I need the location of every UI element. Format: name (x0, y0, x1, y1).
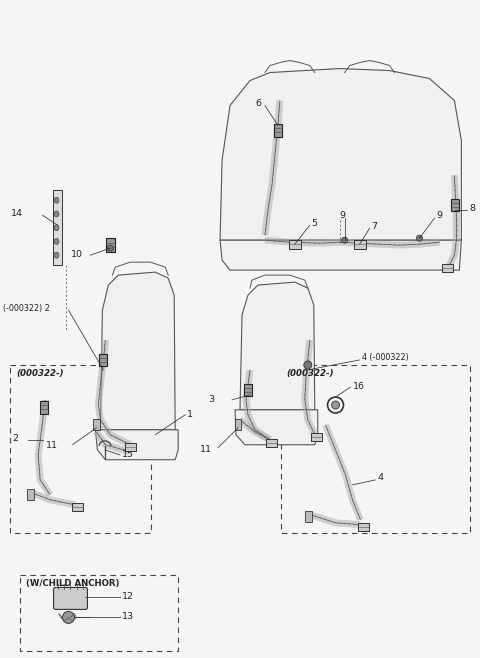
Text: 14: 14 (11, 209, 23, 218)
Bar (72, 503, 83, 511)
Bar (274, 124, 282, 137)
Text: 4: 4 (377, 473, 384, 482)
Bar (305, 511, 312, 522)
Bar (106, 238, 115, 252)
Bar (125, 443, 136, 451)
Text: 11: 11 (46, 442, 58, 450)
Bar (27, 490, 34, 500)
Ellipse shape (54, 211, 59, 217)
Text: 4 (-000322): 4 (-000322) (361, 353, 408, 363)
Bar (93, 419, 100, 430)
Circle shape (417, 235, 422, 241)
Circle shape (342, 237, 348, 243)
Text: (W/CHILD ANCHOR): (W/CHILD ANCHOR) (26, 579, 119, 588)
Bar (451, 199, 459, 211)
Bar (442, 264, 453, 272)
Text: 9: 9 (436, 211, 443, 220)
Bar (358, 522, 369, 531)
Text: 3: 3 (208, 395, 214, 405)
Text: 11: 11 (200, 445, 212, 454)
Text: 9: 9 (340, 211, 346, 220)
Text: 15: 15 (122, 451, 134, 459)
Circle shape (62, 611, 74, 623)
Bar (289, 240, 301, 249)
Text: 1: 1 (187, 411, 193, 419)
Polygon shape (96, 430, 178, 460)
Text: 6: 6 (255, 99, 261, 108)
Ellipse shape (54, 197, 59, 203)
Bar (266, 439, 277, 447)
Bar (20, 575, 178, 651)
Polygon shape (100, 272, 175, 430)
Text: 12: 12 (122, 592, 134, 601)
Ellipse shape (54, 238, 59, 244)
Bar (354, 240, 366, 249)
Circle shape (332, 401, 339, 409)
Circle shape (304, 361, 312, 369)
Bar (281, 365, 470, 532)
Text: (000322-): (000322-) (16, 369, 64, 378)
Bar (312, 433, 322, 441)
Bar (235, 419, 241, 430)
Bar (10, 365, 152, 532)
FancyBboxPatch shape (54, 588, 87, 609)
Text: (-000322) 2: (-000322) 2 (3, 303, 49, 313)
Bar (52, 190, 61, 265)
Ellipse shape (54, 225, 59, 231)
Text: 10: 10 (71, 249, 83, 259)
Bar (99, 354, 108, 366)
Polygon shape (240, 282, 315, 410)
Polygon shape (235, 410, 318, 445)
Circle shape (108, 245, 113, 251)
Polygon shape (220, 68, 461, 240)
Text: 8: 8 (469, 204, 475, 213)
Text: 16: 16 (352, 382, 364, 391)
Text: (000322-): (000322-) (287, 369, 334, 378)
Ellipse shape (54, 252, 59, 258)
Text: 13: 13 (122, 612, 134, 621)
Bar (40, 401, 48, 413)
Text: 7: 7 (372, 222, 378, 231)
Text: 5: 5 (312, 218, 318, 228)
Text: 2: 2 (12, 434, 18, 443)
Bar (244, 384, 252, 396)
Polygon shape (220, 240, 461, 270)
